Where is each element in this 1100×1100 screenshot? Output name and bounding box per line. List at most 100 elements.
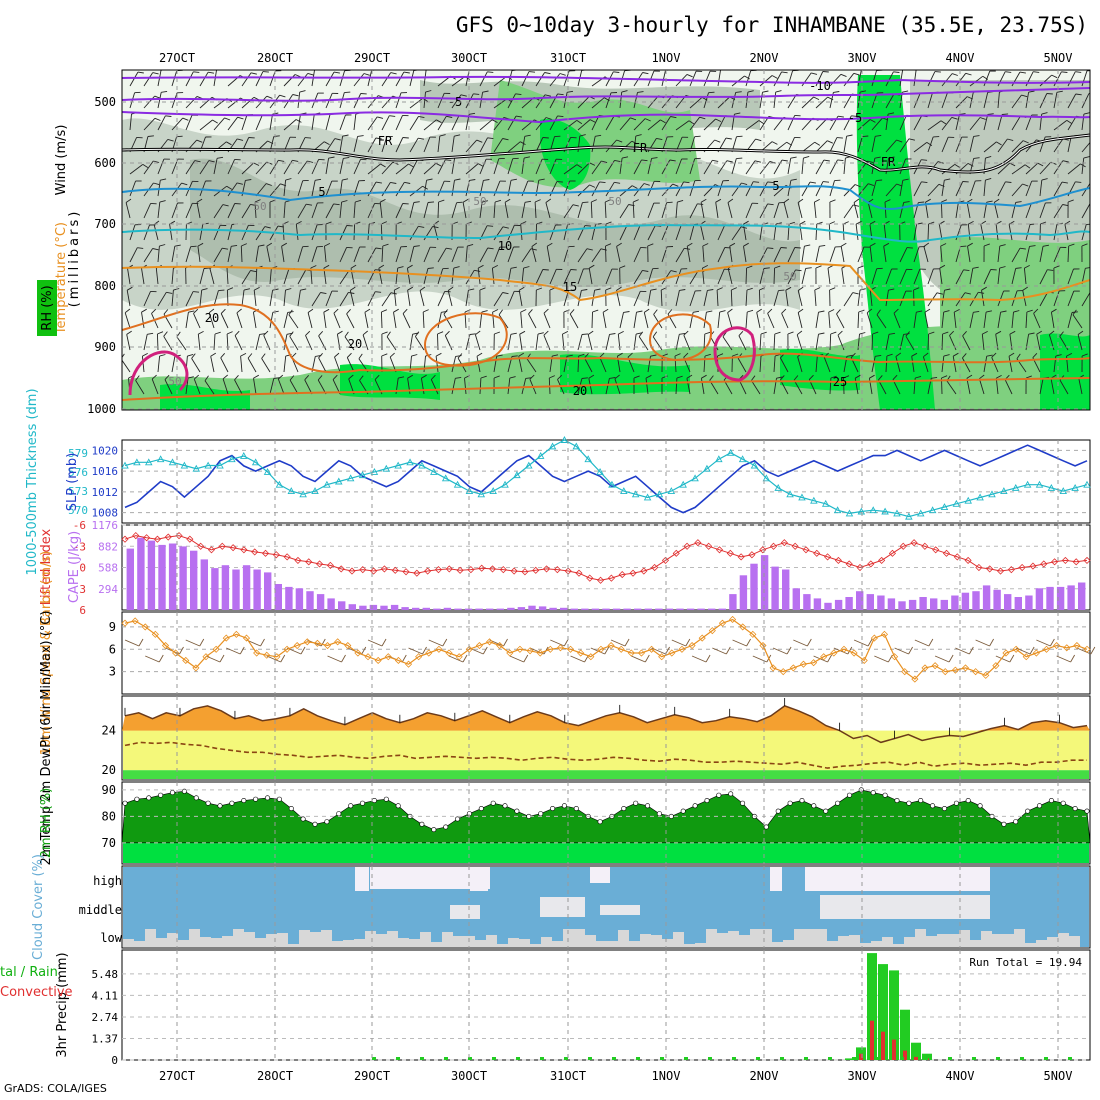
cape-bar xyxy=(729,594,737,610)
wind-barb-flag xyxy=(616,242,622,247)
wind-barb-flag xyxy=(318,353,323,359)
li-marker xyxy=(434,566,443,574)
wind-barb xyxy=(797,356,803,373)
wind-barb xyxy=(966,202,971,219)
wind-barb-flag xyxy=(393,308,399,313)
li-marker xyxy=(910,539,918,547)
wind-barb xyxy=(1039,291,1049,307)
wind-barb-flag xyxy=(854,374,861,379)
cape-bar xyxy=(919,597,927,610)
wind-barb xyxy=(247,357,257,373)
wind-barb xyxy=(409,116,419,131)
wind-barb xyxy=(983,114,989,131)
wind-barb xyxy=(269,268,272,285)
rh-marker xyxy=(383,796,389,802)
wind-barb xyxy=(241,270,251,285)
pressure-tick-label: 600 xyxy=(94,156,116,170)
wind-barb xyxy=(857,70,862,87)
wind-barb-flag xyxy=(896,139,903,143)
cape-bar xyxy=(147,540,156,610)
rh-tick-label: 90 xyxy=(102,783,116,797)
cloud-low-clear xyxy=(915,929,926,947)
surface-wind-barb xyxy=(712,647,727,655)
wind-barb xyxy=(193,313,201,329)
wind-barb xyxy=(409,246,415,263)
cloud-low-clear xyxy=(849,935,860,947)
wind-barb-flag xyxy=(902,90,909,93)
cape-bar xyxy=(464,608,473,610)
wind-speed-marker xyxy=(1032,649,1040,657)
wind-barb-flag xyxy=(954,164,961,168)
wind-barb-flag xyxy=(1021,94,1028,98)
wind-barb xyxy=(153,224,159,241)
wind-barb xyxy=(759,92,763,109)
wind-barb-flag xyxy=(855,220,862,225)
wind-barb xyxy=(521,378,527,395)
cloud-low-clear xyxy=(233,929,244,947)
wind-speed-marker xyxy=(425,649,433,657)
wind-barb-flag xyxy=(876,309,881,315)
wind-barb xyxy=(283,268,290,285)
wind-barb-flag xyxy=(599,352,605,358)
wind-barb-flag xyxy=(196,198,203,203)
wind-speed-marker xyxy=(263,651,271,659)
wind-barb-flag xyxy=(147,135,154,137)
wind-barb xyxy=(715,202,719,219)
li-marker xyxy=(315,560,324,568)
contour-label: 20 xyxy=(348,337,362,351)
cape-bar xyxy=(211,568,219,610)
cloud-low-clear xyxy=(508,938,519,947)
wind-barb xyxy=(584,357,593,373)
rh-band-bright xyxy=(123,842,1089,863)
wind-barb xyxy=(318,357,327,373)
wind-barb xyxy=(409,137,419,153)
rh-marker xyxy=(846,792,852,798)
wind-barb-flag xyxy=(697,203,704,205)
wind-barb xyxy=(1011,247,1021,263)
wind-barb-flag xyxy=(670,270,677,273)
xs-gridlines xyxy=(122,101,1090,410)
wind-barb-flag xyxy=(265,183,272,186)
thickness-marker xyxy=(323,480,331,488)
li-marker xyxy=(791,542,799,550)
wind-barb-flag xyxy=(568,289,575,292)
rh-marker xyxy=(300,816,306,822)
wind-barb xyxy=(447,290,453,307)
wind-barb-flag xyxy=(355,199,362,203)
wind-barb xyxy=(234,379,243,395)
wind-speed-marker xyxy=(688,641,696,650)
precip-trace-bar xyxy=(468,1057,472,1060)
wind-barb-flag xyxy=(775,90,782,93)
li-marker xyxy=(1029,562,1037,570)
precip-trace-bar xyxy=(828,1057,832,1060)
wind-barb xyxy=(419,290,425,307)
wind-barb xyxy=(241,72,252,87)
thickness-marker xyxy=(726,448,735,456)
wind-barb xyxy=(983,92,989,109)
wind-barb xyxy=(577,202,583,219)
rh-marker xyxy=(894,797,900,803)
surface-wind-barb-flag xyxy=(381,638,387,647)
wind-barb-flag xyxy=(464,309,471,313)
wind-barb-flag xyxy=(633,199,639,203)
thickness-marker xyxy=(703,464,711,472)
wind-barb xyxy=(535,269,544,285)
wind-barb xyxy=(787,137,795,153)
wind-barb-flag xyxy=(524,156,530,159)
wind-barb xyxy=(885,355,888,373)
li-marker xyxy=(694,539,702,547)
wind-barbs xyxy=(122,70,1090,395)
precip-run-total: Run Total = 19.94 xyxy=(969,956,1082,969)
thickness-marker xyxy=(940,503,949,510)
wind-barb xyxy=(927,183,940,197)
wind-barb xyxy=(619,92,623,109)
rh-marker xyxy=(490,800,496,806)
wind-barb-flag xyxy=(755,138,762,142)
wind-barb xyxy=(841,268,845,285)
precip-trace-bar xyxy=(396,1057,400,1060)
wind-barb xyxy=(1072,314,1083,329)
rh-marker xyxy=(288,805,294,811)
wind-barb-flag xyxy=(453,266,460,269)
